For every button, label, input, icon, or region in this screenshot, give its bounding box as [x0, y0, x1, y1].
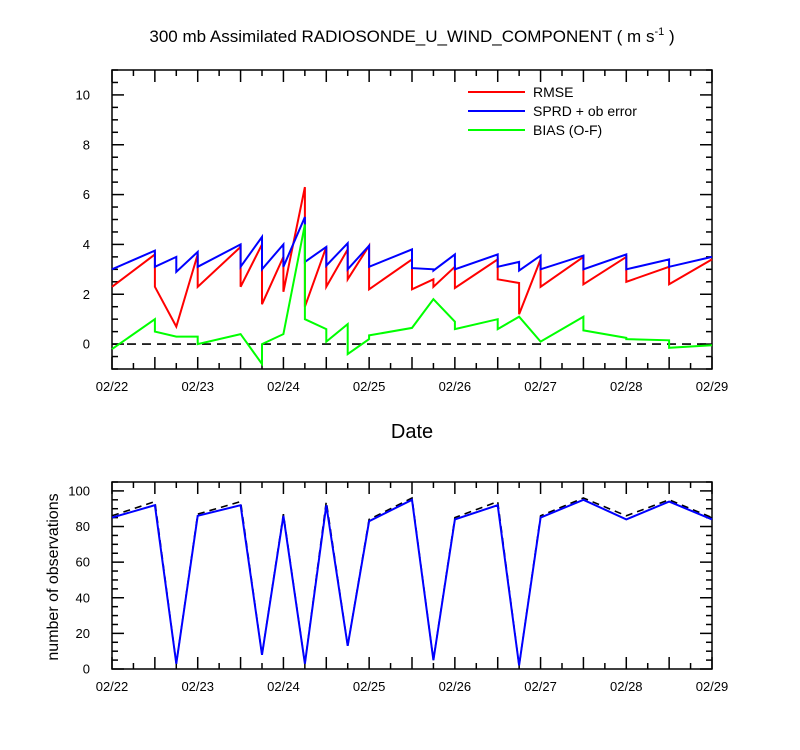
bottom-x-tick-label: 02/25: [353, 679, 386, 694]
top-x-tick-label: 02/22: [96, 379, 129, 394]
top-x-tick-label: 02/24: [267, 379, 300, 394]
top-x-tick-label: 02/29: [696, 379, 729, 394]
top-x-tick-label: 02/28: [610, 379, 643, 394]
legend-label-bias-o-f: BIAS (O-F): [533, 122, 602, 138]
bottom-x-tick-label: 02/26: [439, 679, 472, 694]
top-x-tick-label: 02/25: [353, 379, 386, 394]
legend-label-rmse: RMSE: [533, 84, 573, 100]
chart-title-main: 300 mb Assimilated RADIOSONDE_U_WIND_COM…: [149, 27, 654, 46]
legend-label-sprd-ob-error: SPRD + ob error: [533, 103, 637, 119]
bottom-series-dashed-line: [111, 496, 713, 666]
y-axis-label-observations: number of observations: [45, 493, 62, 660]
bottom-x-tick-label: 02/29: [696, 679, 729, 694]
chart-title: 300 mb Assimilated RADIOSONDE_U_WIND_COM…: [149, 26, 674, 46]
bottom-y-tick-label: 0: [83, 662, 90, 677]
bottom-plot-panel: 02/22 02/23 02/24 02/25 02/26 02/27 02/28 02/29…: [45, 481, 729, 694]
bottom-y-tick-label: 80: [76, 519, 90, 534]
top-y-tick-label: 8: [83, 137, 90, 152]
top-y-tick-label: 4: [83, 237, 90, 252]
top-series-bias-o-f-line: [111, 224, 713, 368]
chart-title-superscript: -1: [654, 26, 664, 38]
bottom-y-tick-label: 20: [76, 626, 90, 641]
top-x-tick-label: 02/26: [439, 379, 472, 394]
bottom-y-tick-label: 40: [76, 590, 90, 605]
top-plot-panel: 02/22 02/23 02/24 02/25 02/26 02/27 02/28 02/29…: [76, 69, 729, 443]
bottom-plot-frame: [111, 481, 713, 670]
top-y-tick-label: 2: [83, 287, 90, 302]
top-x-tick-label: 02/23: [181, 379, 214, 394]
legend: RMSE SPRD + ob error BIAS (O-F): [468, 84, 637, 138]
bottom-x-tick-label: 02/28: [610, 679, 643, 694]
bottom-y-tick-label: 100: [68, 483, 90, 498]
bottom-y-tick-label: 60: [76, 555, 90, 570]
top-y-tick-label: 6: [83, 187, 90, 202]
bottom-x-tick-label: 02/24: [267, 679, 300, 694]
bottom-x-tick-label: 02/27: [524, 679, 557, 694]
top-y-tick-label: 0: [83, 337, 90, 352]
bottom-axis-ticks: 02/22 02/23 02/24 02/25 02/26 02/27 02/28 02/29…: [68, 481, 729, 694]
bottom-x-tick-label: 02/22: [96, 679, 129, 694]
bottom-series-group: [111, 496, 713, 666]
x-axis-label: Date: [391, 421, 433, 443]
top-series-sprd-ob-error-line: [111, 216, 713, 275]
top-y-tick-label: 10: [76, 87, 90, 102]
bottom-x-tick-label: 02/23: [181, 679, 214, 694]
chart-title-tail: ): [664, 27, 674, 46]
bottom-series-solid-line: [111, 498, 713, 666]
top-x-tick-label: 02/27: [524, 379, 557, 394]
top-series-group: [111, 186, 713, 368]
top-axis-ticks: 02/22 02/23 02/24 02/25 02/26 02/27 02/28 02/29…: [76, 69, 729, 394]
